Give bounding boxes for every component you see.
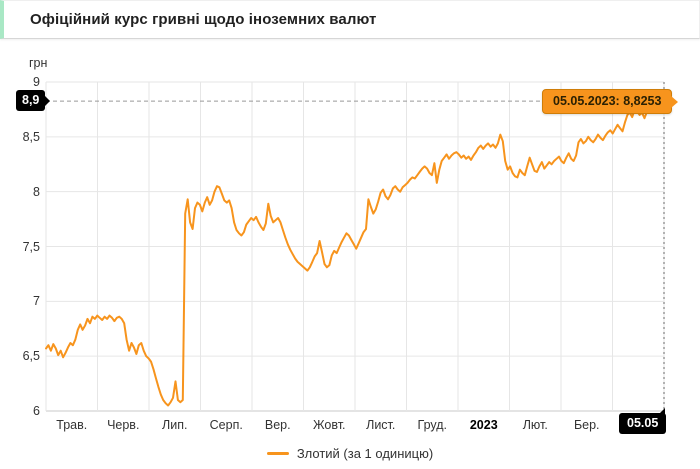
- page-title: Офіційний курс гривні щодо іноземних вал…: [30, 11, 377, 28]
- y-axis-unit-label: грн: [29, 56, 48, 70]
- legend-item-zloty[interactable]: Злотий (за 1 одиницю): [266, 446, 434, 461]
- series-line-zloty[interactable]: [45, 100, 665, 407]
- x-tick-label: Лип.: [162, 418, 188, 432]
- legend-label: Злотий (за 1 одиницю): [296, 446, 434, 461]
- title-bar: Офіційний курс гривні щодо іноземних вал…: [0, 0, 700, 39]
- y-tick-label: 9: [33, 75, 40, 89]
- y-tick-label: 6: [33, 404, 40, 418]
- x-tick-label: Лист.: [366, 418, 396, 432]
- x-tick-label: Груд.: [417, 418, 447, 432]
- y-tick-label: 6,5: [22, 349, 40, 364]
- x-tick-label: Лют.: [522, 418, 548, 432]
- y-tick-label: 8: [33, 184, 40, 199]
- crosshair-x-axis-label: 05.05: [619, 408, 667, 434]
- y-tick-label: 7: [33, 294, 40, 309]
- x-tick-label: Серп.: [209, 418, 243, 432]
- x-tick-label: Жовт.: [312, 418, 346, 432]
- x-tick-label: 2023: [469, 418, 498, 432]
- chart-tooltip: 05.05.2023: 8,8253: [542, 89, 679, 115]
- x-tick-label: Черв.: [107, 418, 140, 432]
- crosshair-y-axis-label: 8,9: [16, 90, 51, 112]
- legend-line-swatch-icon: [266, 452, 289, 455]
- y-tick-label: 7,5: [22, 239, 40, 254]
- x-tick-label: Трав.: [56, 418, 88, 432]
- x-tick-label: Вер.: [264, 418, 291, 432]
- x-tick-label: Бер.: [573, 418, 600, 432]
- chart-legend: Злотий (за 1 одиницю): [0, 443, 700, 461]
- y-tick-label: 8,5: [22, 129, 40, 144]
